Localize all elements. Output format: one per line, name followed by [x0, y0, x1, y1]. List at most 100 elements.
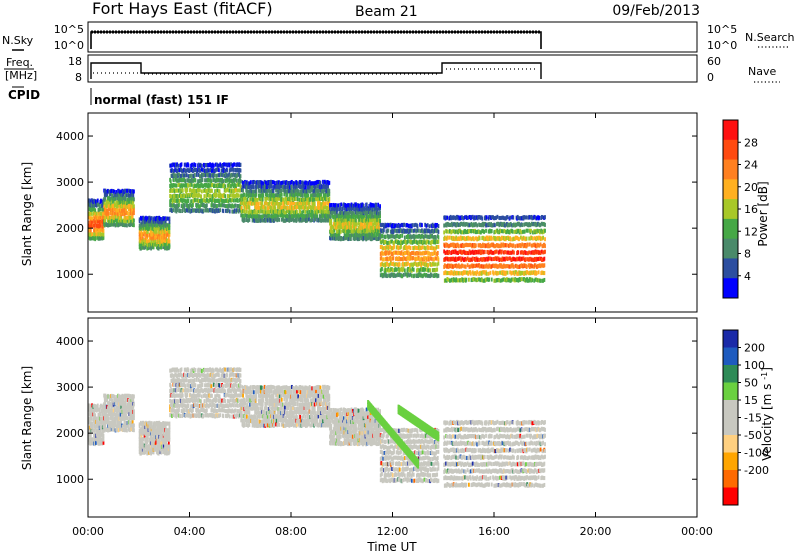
power-cell [320, 192, 322, 197]
power-cell [271, 180, 274, 185]
power-cell [407, 272, 409, 277]
power-cell [245, 185, 248, 190]
power-cell [159, 232, 161, 237]
power-cell [364, 207, 367, 212]
power-cell [413, 223, 416, 228]
power-cell [280, 201, 283, 206]
power-cell [362, 203, 365, 208]
power-cell [367, 236, 369, 241]
power-cell [199, 207, 201, 212]
power-cell [160, 241, 163, 246]
power-cell [369, 210, 371, 215]
power-cell [388, 223, 390, 228]
power-cell [420, 273, 423, 278]
power-cell [267, 184, 270, 189]
power-cell [168, 219, 171, 224]
power-cell [133, 189, 135, 194]
power-cell [125, 208, 128, 213]
power-cell [409, 272, 412, 277]
power-cell [461, 263, 464, 268]
power-cell [122, 193, 125, 198]
power-cell [308, 210, 310, 215]
power-cell [209, 198, 212, 203]
power-cell [235, 178, 238, 183]
power-cell [235, 187, 237, 192]
power-cell [389, 261, 392, 266]
power-cell [358, 237, 361, 242]
power-cell [291, 188, 293, 193]
power-cell [293, 181, 296, 186]
power-cell [219, 172, 222, 177]
power-cell [307, 194, 310, 199]
power-cell [124, 197, 127, 202]
power-cell [239, 178, 242, 183]
power-cell [429, 251, 432, 256]
power-cell [218, 178, 221, 183]
power-cell [181, 178, 184, 183]
power-cell [171, 194, 173, 199]
power-cell [410, 228, 413, 233]
power-cell [177, 194, 180, 199]
power-cell [485, 271, 488, 276]
power-cell [143, 242, 146, 247]
power-cell [237, 182, 240, 187]
power-cell [146, 216, 149, 221]
power-cell [444, 236, 447, 241]
power-cell [521, 223, 524, 228]
power-cell [478, 257, 480, 262]
power-cell [348, 209, 351, 214]
power-cell [258, 193, 260, 198]
power-cell [127, 193, 130, 198]
power-cell [456, 237, 459, 242]
power-cell [181, 184, 184, 189]
power-cell [402, 267, 405, 272]
power-cell [247, 189, 250, 194]
power-cell [159, 216, 162, 221]
power-cell [155, 235, 158, 240]
power-cell [313, 181, 316, 186]
power-cell [197, 179, 199, 184]
power-cell [334, 232, 336, 237]
power-cell [392, 234, 395, 239]
power-cell [287, 184, 289, 189]
power-cell [281, 205, 284, 210]
power-cell [100, 223, 102, 228]
power-cell [304, 201, 307, 206]
power-cell [322, 218, 325, 223]
power-cell [164, 233, 166, 238]
power-cell [217, 163, 220, 168]
power-cell [223, 162, 225, 167]
power-cell [394, 228, 397, 233]
power-cell [138, 217, 141, 222]
power-cell [452, 215, 455, 220]
power-cell [412, 267, 415, 272]
power-cell [329, 221, 331, 226]
power-cell [181, 208, 184, 213]
power-cell [291, 179, 293, 184]
power-cell [387, 262, 390, 267]
power-cell [162, 245, 165, 250]
power-cell [168, 225, 171, 230]
power-cell [481, 216, 484, 221]
power-cell [343, 211, 345, 216]
power-cell [94, 220, 97, 225]
power-cell [149, 229, 152, 234]
power-cell [414, 228, 416, 233]
power-cell [329, 236, 332, 241]
power-cell [266, 201, 269, 206]
power-cell [108, 189, 111, 194]
power-cell [308, 213, 310, 218]
power-cell [302, 181, 305, 186]
power-cell [150, 233, 153, 238]
power-cell [294, 192, 297, 197]
power-cell [460, 230, 463, 235]
power-cell [295, 205, 298, 210]
freq-right-tick-bottom: 0 [707, 71, 714, 84]
power-cell [252, 185, 255, 190]
power-cell [355, 218, 357, 223]
power-cell [362, 222, 364, 227]
power-cell [286, 214, 289, 219]
power-cell [474, 243, 477, 248]
power-cell [178, 172, 180, 177]
power-cell [372, 222, 374, 227]
